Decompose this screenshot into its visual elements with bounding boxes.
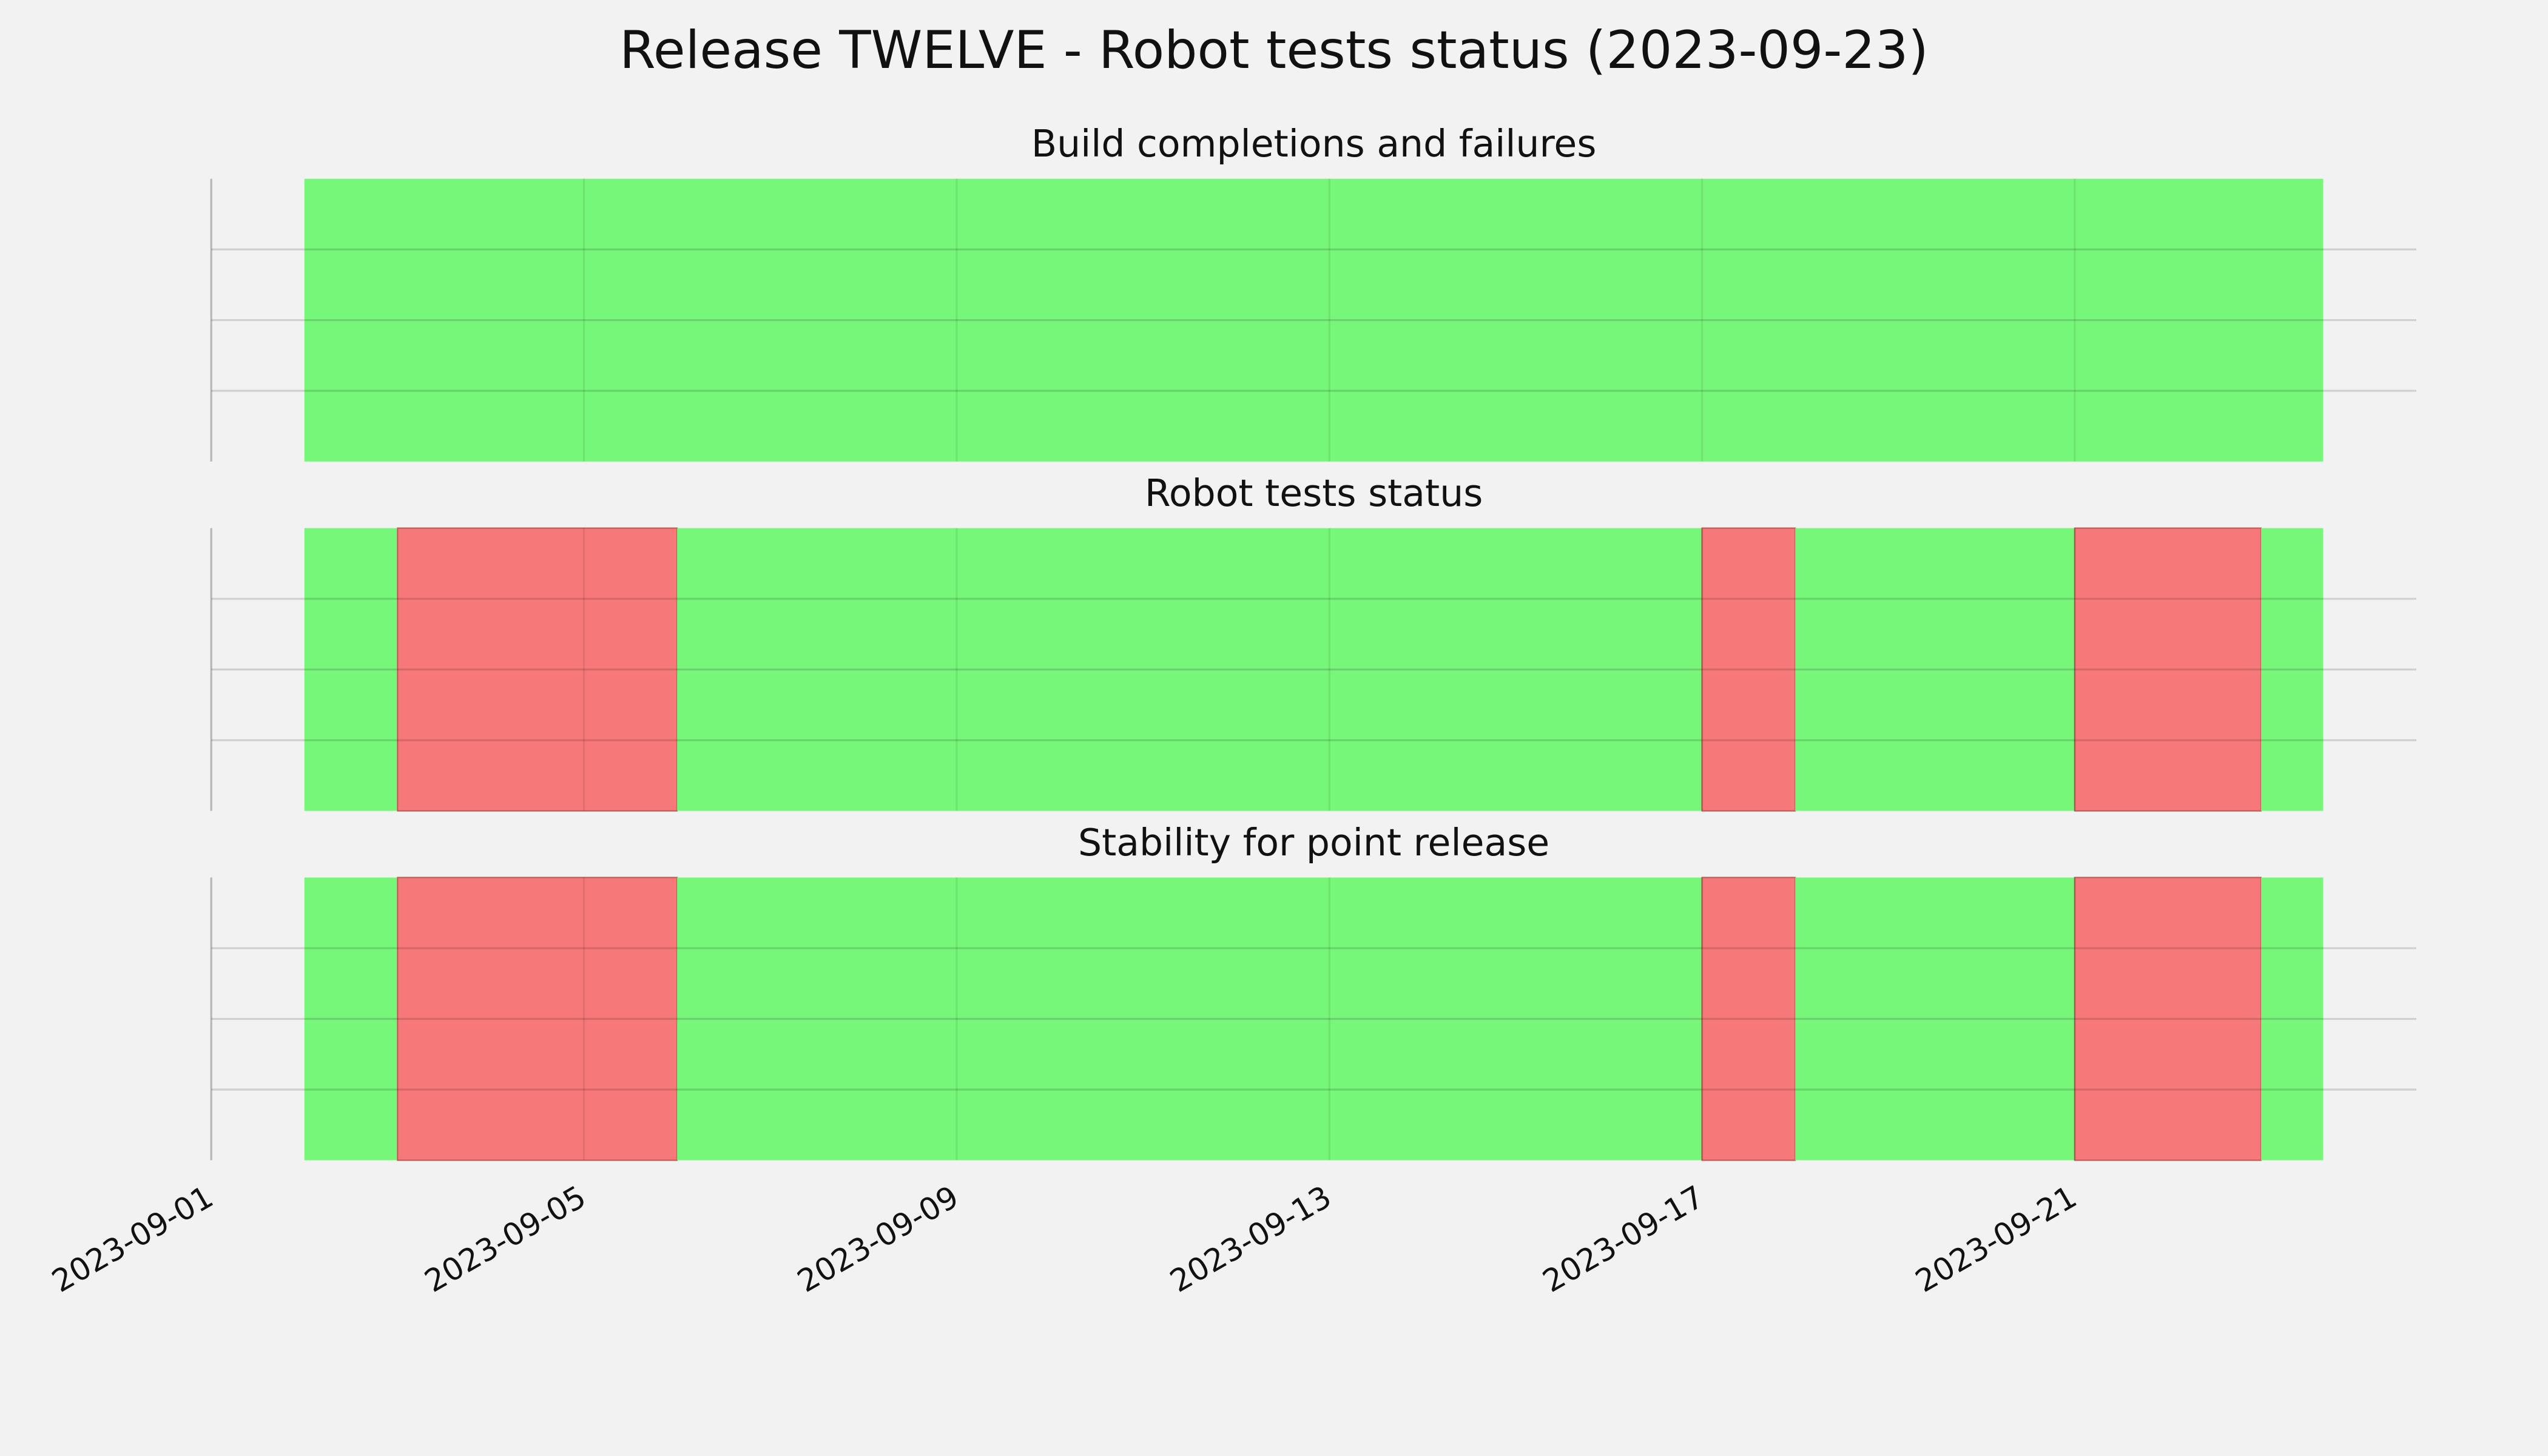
status-span (1795, 528, 2075, 811)
status-span (304, 877, 398, 1161)
status-span (304, 178, 2324, 462)
status-span (677, 877, 1702, 1161)
subplot-title: Build completions and failures (1031, 122, 1597, 166)
status-span (2261, 528, 2324, 811)
status-span (2074, 877, 2262, 1161)
status-span (1701, 877, 1796, 1161)
status-span (1795, 877, 2075, 1161)
status-span (2074, 527, 2262, 812)
status-span (397, 527, 678, 812)
subplot-title: Stability for point release (1078, 821, 1549, 864)
subplot-title: Robot tests status (1145, 471, 1483, 515)
chart-title: Release TWELVE - Robot tests status (202… (619, 20, 1929, 81)
status-span (1701, 527, 1796, 812)
status-span (304, 528, 398, 811)
status-span (397, 877, 678, 1161)
status-span (677, 528, 1702, 811)
status-span (2261, 877, 2324, 1161)
